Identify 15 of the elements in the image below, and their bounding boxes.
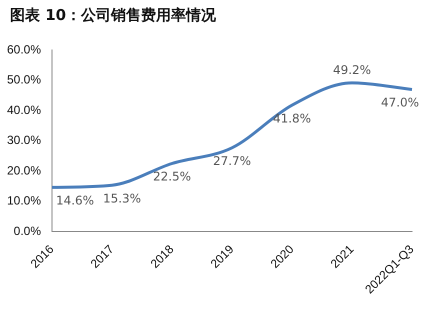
data-label: 22.5%: [152, 170, 192, 184]
data-label: 49.2%: [332, 62, 372, 77]
y-tick-label: 10.0%: [6, 194, 42, 208]
data-label: 47.0%: [380, 96, 420, 110]
data-label: 15.3%: [102, 191, 142, 206]
data-label: 27.7%: [212, 154, 252, 168]
data-label: 14.6%: [56, 193, 94, 208]
data-label: 41.8%: [272, 111, 312, 126]
y-tick-label: 0.0%: [14, 224, 42, 238]
y-tick-label: 30.0%: [6, 133, 42, 148]
y-tick-label: 60.0%: [6, 42, 42, 57]
y-tick-label: 20.0%: [6, 163, 42, 178]
y-tick-label: 50.0%: [6, 72, 42, 87]
y-tick-label: 40.0%: [6, 102, 42, 117]
chart-title: 图表 10：公司销售费用率情况: [10, 6, 216, 25]
